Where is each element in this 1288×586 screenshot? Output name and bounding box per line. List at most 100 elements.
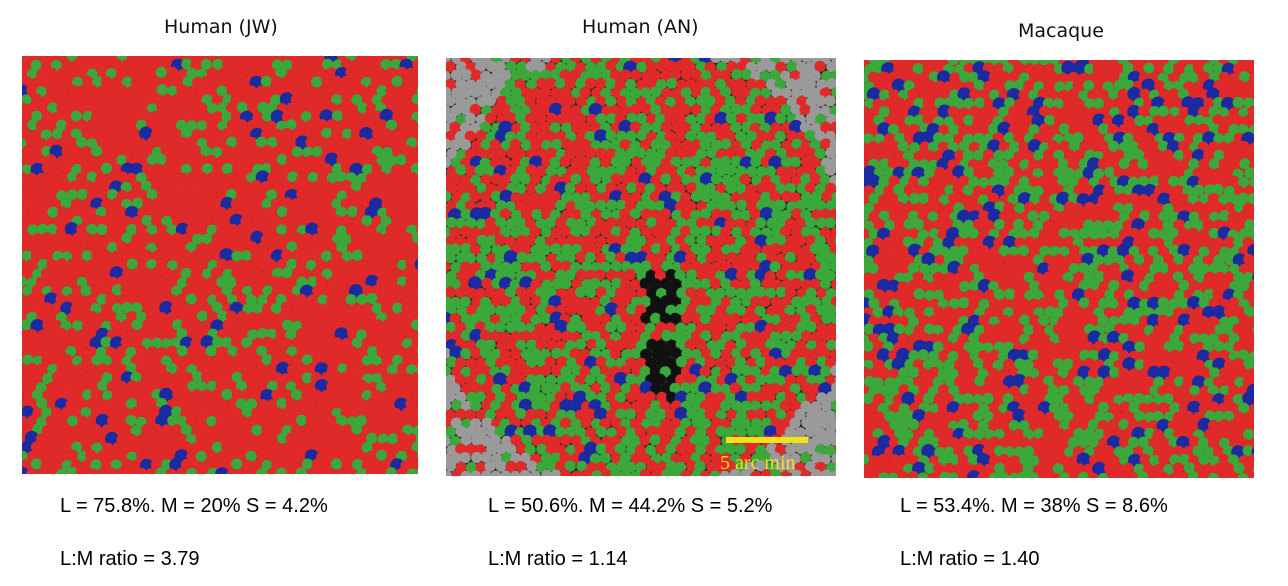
cone-cell [710,452,723,464]
cone-cell [116,206,128,218]
cone-cell [216,85,228,97]
cone-cell [675,374,687,386]
cone-cell [715,234,727,246]
cone-cell [1232,96,1244,109]
cone-cell [1184,64,1196,76]
cone-cell [446,78,456,91]
cone-cell [691,399,703,411]
lm-ratio-human-an: L:M ratio = 1.14 [488,548,628,570]
cone-cell [809,278,821,290]
cone-cell [295,432,307,444]
cone-cell [1253,116,1254,124]
cone-cell [1112,97,1124,109]
cone-cell [789,383,801,395]
cone-cell [519,69,531,81]
cone-cell [416,103,418,112]
cone-cell [640,312,652,324]
cone-cell [1138,227,1150,240]
cone-cell [988,71,1000,83]
cone-cell [286,467,298,474]
cone-cell [77,311,89,324]
cone-cell [416,226,418,235]
cone-cell [446,400,452,412]
cone-cell [705,251,717,263]
cone-cell [346,363,358,375]
cone-cell [170,440,182,453]
cone-cell [726,409,738,421]
cone-cell [196,120,208,132]
cone-cell [630,452,642,465]
cone-cell [120,284,132,296]
cone-cell [381,319,394,331]
cone-cell [794,217,806,229]
cone-mosaic-svg [864,60,1254,478]
cone-cell [40,129,52,141]
cone-cell [72,285,84,297]
cone-cell [82,128,94,140]
cone-cell [190,59,202,71]
cone-cell [381,372,393,384]
cone-cell [655,234,667,246]
cone-cell [1138,194,1150,206]
cone-cell [796,321,808,333]
cone-cell [336,415,348,427]
cone-cell [736,113,748,125]
cone-cell [147,85,159,97]
cone-cell [785,356,797,368]
cone-cell [805,391,817,403]
cone-cell [385,85,397,97]
cone-cell [455,164,467,176]
cone-cell [116,84,128,96]
cone-cell [815,95,827,107]
cone-cell [305,222,320,237]
cone-cell [540,330,552,342]
cone-cell [480,174,492,186]
cone-cell [151,266,163,279]
cone-cell [681,139,693,151]
cone-cell [366,293,378,305]
cone-cell [400,198,413,210]
cone-cell [261,406,273,418]
cone-cell [276,224,288,236]
cone-cell [914,150,926,162]
cone-cell [446,286,456,298]
cone-cell [55,432,67,445]
cone-cell [80,232,92,244]
cone-cell [953,236,965,248]
cone-cell [791,87,803,100]
cone-cell [240,250,252,262]
cone-cell [665,460,677,472]
cone-cell [699,313,711,325]
cone-cell [484,409,496,421]
cone-cell [161,232,173,245]
cone-cell [80,423,92,436]
cone-cell [676,165,688,178]
cone-cell [581,261,593,273]
cone-cell [504,338,516,350]
cone-cell [968,176,980,188]
cone-cell [301,58,313,70]
cone-cell [764,165,776,177]
cone-cell [306,362,318,374]
cone-cell [26,362,38,374]
cone-cell [241,372,253,384]
cone-cell [357,67,369,79]
cone-cell [455,425,467,438]
cone-cell [730,155,742,167]
cone-cell [704,182,716,195]
cone-cell [257,380,269,392]
cone-cell [724,147,736,159]
cone-cell [671,88,683,100]
cone-cell [192,302,204,314]
cone-cell [540,452,552,464]
cone-cell [650,330,662,342]
cone-cell [521,87,533,99]
cone-cell [746,269,758,282]
cone-cell [31,284,44,296]
cone-cell [1088,228,1100,240]
cone-cell [66,137,78,149]
cone-cell [1053,149,1065,161]
cone-cell [396,380,408,392]
cone-cell [1137,105,1150,117]
cone-cell [246,467,258,474]
